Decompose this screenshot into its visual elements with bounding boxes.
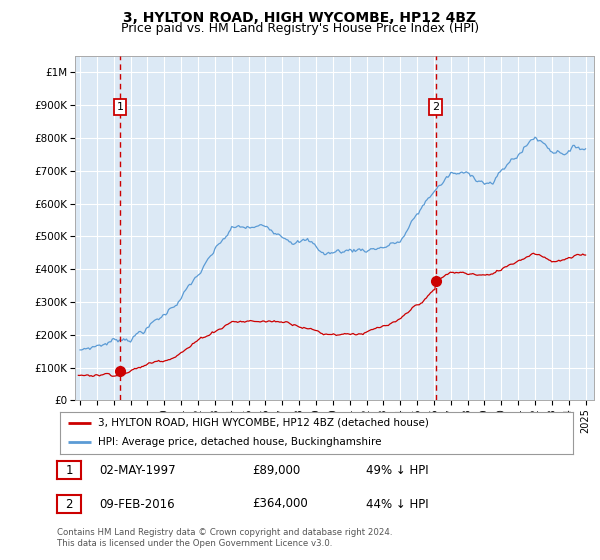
Text: £89,000: £89,000: [252, 464, 300, 477]
Text: 49% ↓ HPI: 49% ↓ HPI: [366, 464, 428, 477]
Text: HPI: Average price, detached house, Buckinghamshire: HPI: Average price, detached house, Buck…: [98, 437, 382, 447]
Text: 2: 2: [65, 497, 73, 511]
Text: 1: 1: [65, 464, 73, 477]
Text: 3, HYLTON ROAD, HIGH WYCOMBE, HP12 4BZ: 3, HYLTON ROAD, HIGH WYCOMBE, HP12 4BZ: [124, 11, 476, 25]
Text: Contains HM Land Registry data © Crown copyright and database right 2024.
This d: Contains HM Land Registry data © Crown c…: [57, 528, 392, 548]
Text: 1: 1: [116, 102, 124, 112]
Text: £364,000: £364,000: [252, 497, 308, 511]
Text: 44% ↓ HPI: 44% ↓ HPI: [366, 497, 428, 511]
Text: 09-FEB-2016: 09-FEB-2016: [99, 497, 175, 511]
Text: Price paid vs. HM Land Registry's House Price Index (HPI): Price paid vs. HM Land Registry's House …: [121, 22, 479, 35]
Text: 3, HYLTON ROAD, HIGH WYCOMBE, HP12 4BZ (detached house): 3, HYLTON ROAD, HIGH WYCOMBE, HP12 4BZ (…: [98, 418, 430, 428]
Text: 2: 2: [432, 102, 439, 112]
Text: 02-MAY-1997: 02-MAY-1997: [99, 464, 176, 477]
